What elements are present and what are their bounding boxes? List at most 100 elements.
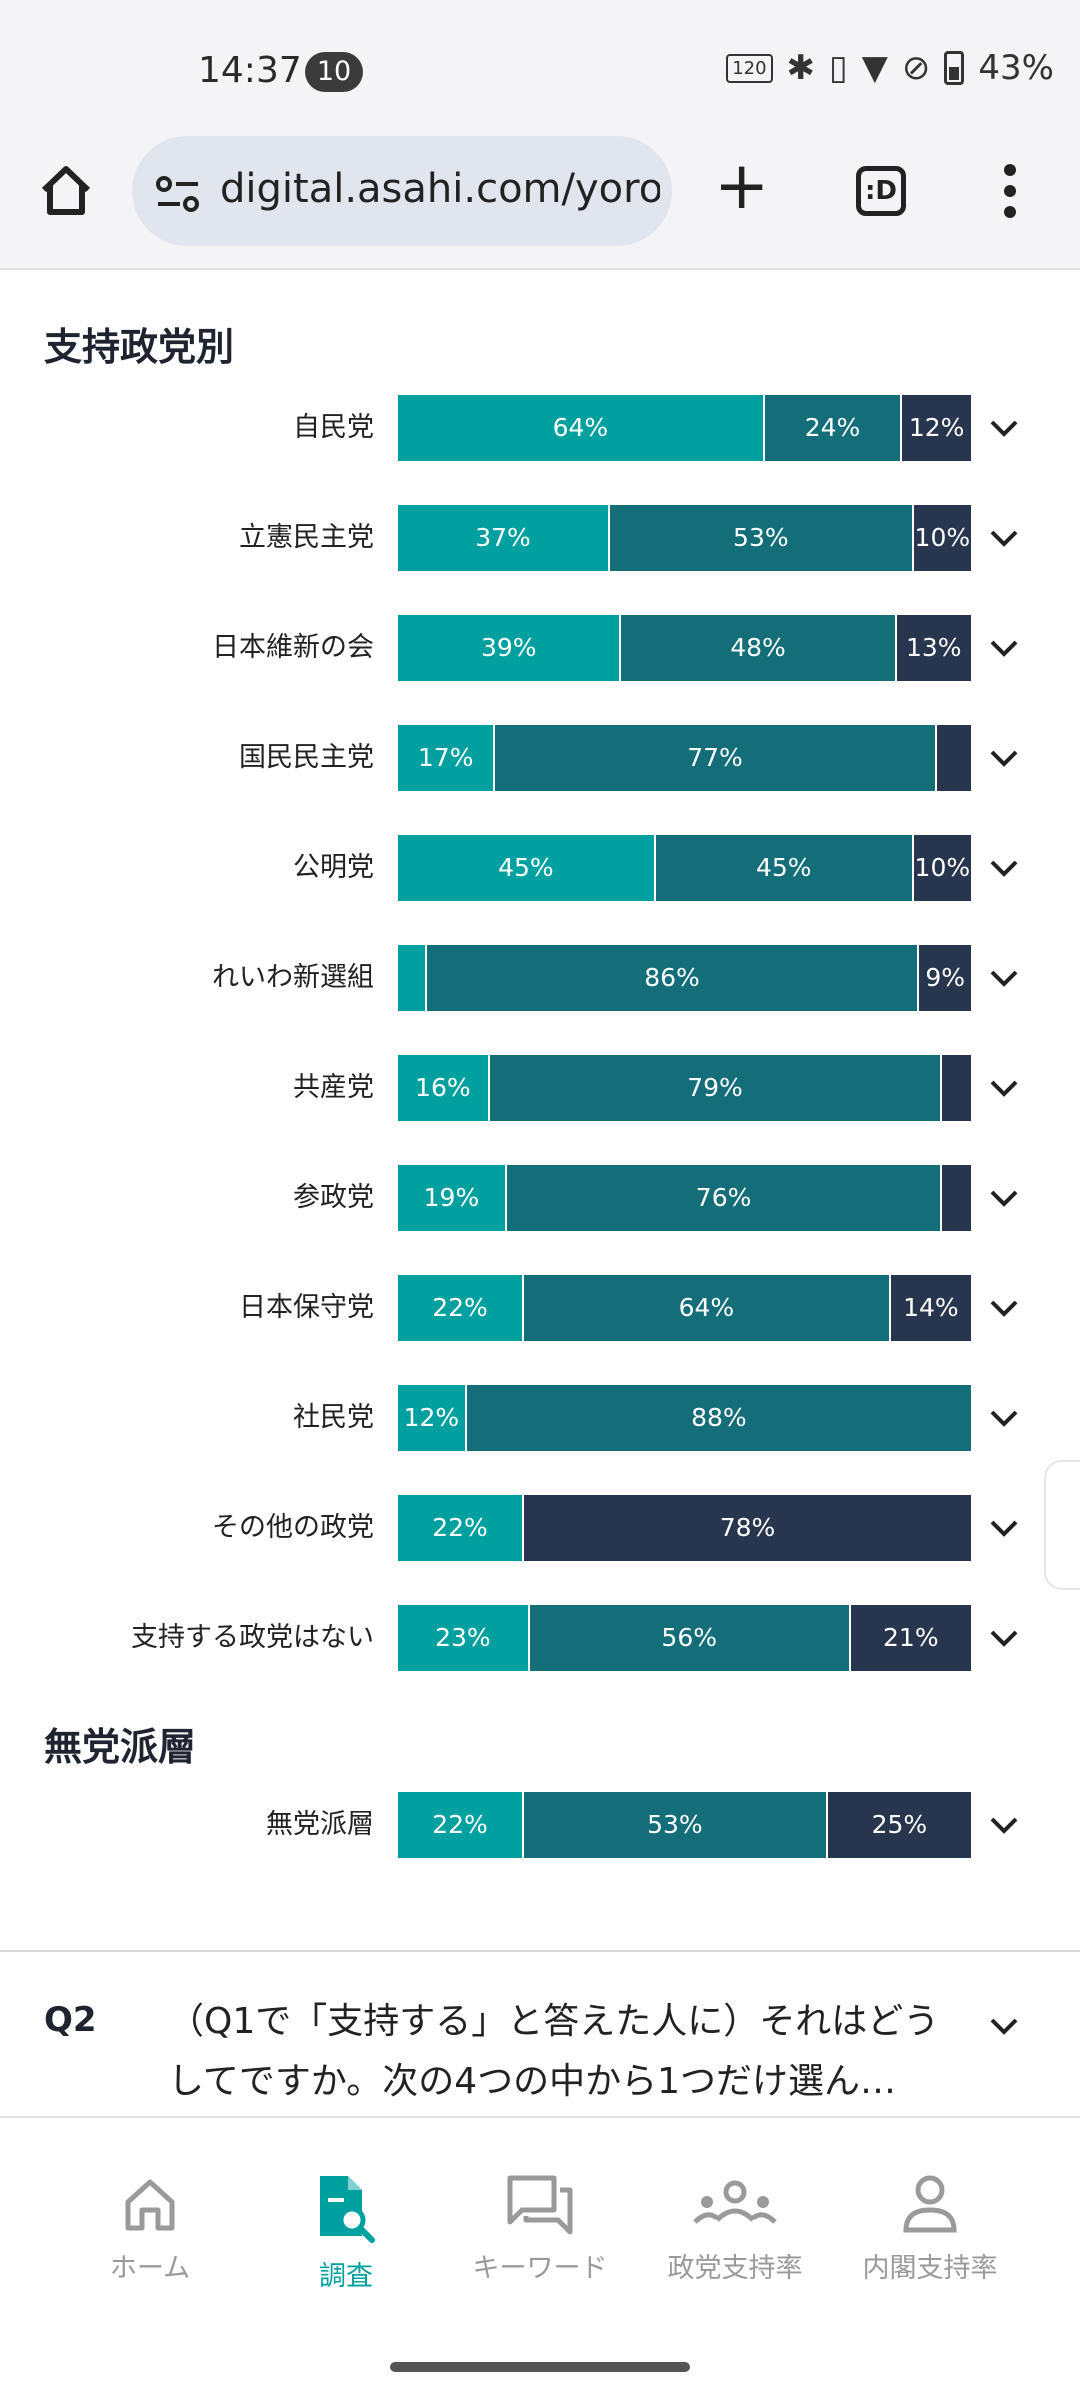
bar-segment: 21%: [850, 1605, 971, 1671]
stacked-bar: 64% 24% 12%: [398, 395, 971, 461]
result-row[interactable]: 日本維新の会 39% 48% 13%: [0, 615, 1080, 681]
bar-segment: 12%: [902, 395, 971, 461]
bar-segment: 13%: [896, 615, 971, 681]
tab-switcher-button[interactable]: :D: [856, 166, 906, 216]
survey-search-icon: [320, 2176, 375, 2243]
result-row[interactable]: 日本保守党 22% 64% 14%: [0, 1275, 1080, 1341]
bar-segment: 24%: [764, 395, 903, 461]
row-label: 立憲民主党: [239, 522, 374, 553]
chevron-down-icon[interactable]: [986, 630, 1022, 666]
stacked-bar: 23% 56% 21%: [398, 1605, 971, 1671]
home-icon[interactable]: [36, 160, 96, 220]
nav-home[interactable]: ホーム: [60, 2172, 240, 2285]
bar-segment: [398, 945, 427, 1011]
chevron-down-icon[interactable]: [986, 520, 1022, 556]
bar-segment: 17%: [398, 725, 496, 791]
notification-count-badge: 10: [305, 52, 363, 92]
nav-label-keyword: キーワード: [472, 2253, 608, 2284]
stacked-bar: 37% 53% 10%: [398, 505, 971, 571]
stacked-bar: 39% 48% 13%: [398, 615, 971, 681]
stacked-bar: 17% 77%: [398, 725, 971, 791]
nav-label-cabinet-support: 内閣支持率: [862, 2253, 998, 2284]
bottom-navigation: ホーム 調査 キーワード 政党支持率 内閣支: [0, 2116, 1080, 2306]
row-label: 日本保守党: [239, 1292, 374, 1323]
result-row[interactable]: 参政党 19% 76%: [0, 1165, 1080, 1231]
bar-segment: 14%: [890, 1275, 971, 1341]
address-bar[interactable]: digital.asahi.com/yoron: [132, 136, 672, 246]
chevron-down-icon[interactable]: [986, 2008, 1022, 2044]
chevron-down-icon[interactable]: [986, 1620, 1022, 1656]
nav-label-survey: 調査: [319, 2261, 373, 2292]
bluetooth-icon: ✱: [786, 48, 816, 88]
more-menu-icon[interactable]: [1004, 164, 1018, 220]
row-label: れいわ新選組: [212, 962, 374, 993]
chevron-down-icon[interactable]: [986, 1290, 1022, 1326]
wifi-icon: ▼: [861, 48, 888, 88]
nav-party-support[interactable]: 政党支持率: [645, 2172, 825, 2285]
browser-toolbar: digital.asahi.com/yoron + :D: [0, 130, 1080, 270]
nav-cabinet-support[interactable]: 内閣支持率: [840, 2172, 1020, 2285]
chevron-down-icon[interactable]: [986, 850, 1022, 886]
section-title-independent: 無党派層: [44, 1725, 197, 1769]
question-text[interactable]: （Q1で「支持する」と答えた人に）それはどうしてですか。次の4つの中から1つだけ…: [168, 2001, 940, 2102]
bar-segment: 9%: [919, 945, 971, 1011]
result-row[interactable]: 自民党 64% 24% 12%: [0, 395, 1080, 461]
chat-icon: [507, 2175, 573, 2235]
bar-segment: 37%: [398, 505, 610, 571]
nav-survey[interactable]: 調査: [256, 2172, 436, 2293]
chevron-down-icon[interactable]: [986, 1180, 1022, 1216]
stacked-bar: 22% 64% 14%: [398, 1275, 971, 1341]
bar-segment: [942, 1165, 971, 1231]
bar-segment: 48%: [621, 615, 897, 681]
bar-segment: [942, 1055, 971, 1121]
chevron-down-icon[interactable]: [986, 1070, 1022, 1106]
refresh-rate-icon: 120: [726, 53, 773, 83]
stacked-bar: 86% 9%: [398, 945, 971, 1011]
chevron-down-icon[interactable]: [986, 410, 1022, 446]
bar-segment: 39%: [398, 615, 622, 681]
site-settings-icon[interactable]: [156, 174, 200, 214]
bar-segment: 45%: [655, 835, 914, 901]
nav-label-party-support: 政党支持率: [667, 2253, 803, 2284]
stacked-bar: 19% 76%: [398, 1165, 971, 1231]
bar-segment: 22%: [398, 1275, 525, 1341]
bar-segment: 53%: [524, 1792, 828, 1858]
chevron-down-icon[interactable]: [986, 1807, 1022, 1843]
url-text: digital.asahi.com/yoron: [220, 166, 660, 212]
row-label: 国民民主党: [239, 742, 374, 773]
result-row[interactable]: 支持する政党はない 23% 56% 21%: [0, 1605, 1080, 1671]
bar-segment: 45%: [398, 835, 656, 901]
home-indicator[interactable]: [390, 2362, 690, 2372]
battery-icon: [944, 51, 965, 85]
bar-segment: 53%: [610, 505, 914, 571]
row-label: 参政党: [293, 1182, 374, 1213]
result-row[interactable]: 公明党 45% 45% 10%: [0, 835, 1080, 901]
chevron-down-icon[interactable]: [986, 1510, 1022, 1546]
result-row[interactable]: 国民民主党 17% 77%: [0, 725, 1080, 791]
result-row[interactable]: 社民党 12% 88%: [0, 1385, 1080, 1451]
chevron-down-icon[interactable]: [986, 960, 1022, 996]
stacked-bar: 22% 78%: [398, 1495, 971, 1561]
bar-segment: 10%: [913, 505, 971, 571]
stacked-bar: 45% 45% 10%: [398, 835, 971, 901]
chevron-down-icon[interactable]: [986, 1400, 1022, 1436]
vibrate-icon: ▯: [829, 48, 848, 88]
result-row[interactable]: 立憲民主党 37% 53% 10%: [0, 505, 1080, 571]
side-panel-handle[interactable]: [1044, 1460, 1080, 1590]
row-label: その他の政党: [212, 1512, 374, 1543]
bar-segment: 79%: [489, 1055, 943, 1121]
stacked-bar: 16% 79%: [398, 1055, 971, 1121]
status-bar: 14:37 10 120 ✱ ▯ ▼ ⊘ 43%: [0, 0, 1080, 130]
row-label: 公明党: [293, 852, 374, 883]
nav-keyword[interactable]: キーワード: [450, 2172, 630, 2285]
result-row[interactable]: 無党派層 22% 53% 25%: [0, 1792, 1080, 1858]
stacked-bar: 22% 53% 25%: [398, 1792, 971, 1858]
result-row[interactable]: れいわ新選組 86% 9%: [0, 945, 1080, 1011]
divider: [0, 1950, 1080, 1952]
chevron-down-icon[interactable]: [986, 740, 1022, 776]
bar-segment: 25%: [827, 1792, 971, 1858]
result-row[interactable]: その他の政党 22% 78%: [0, 1495, 1080, 1561]
new-tab-button[interactable]: +: [714, 147, 770, 224]
result-row[interactable]: 共産党 16% 79%: [0, 1055, 1080, 1121]
section-title-party: 支持政党別: [44, 325, 235, 369]
